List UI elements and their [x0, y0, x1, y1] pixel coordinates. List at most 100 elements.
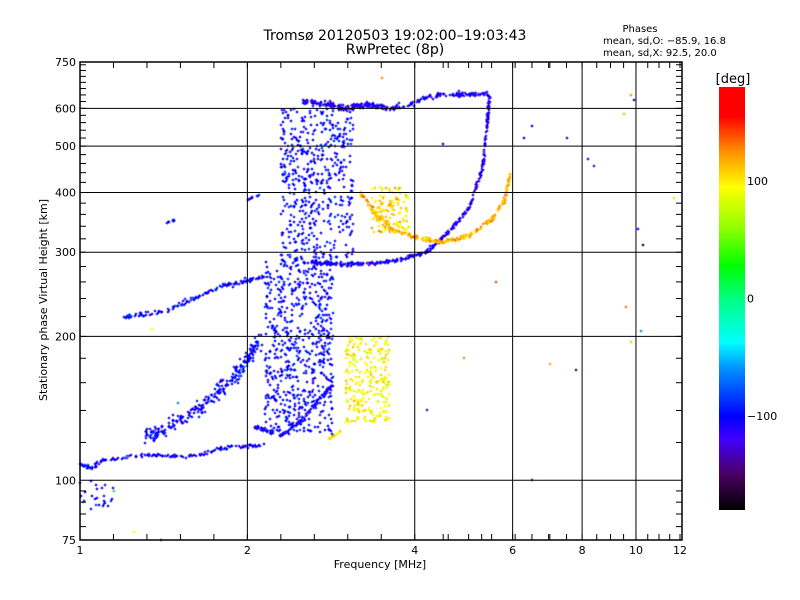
- data-point: [379, 103, 383, 107]
- data-point: [172, 453, 176, 457]
- data-point: [352, 352, 356, 356]
- data-point: [364, 419, 368, 423]
- data-point: [283, 262, 287, 266]
- data-point: [228, 445, 232, 449]
- data-point: [327, 395, 331, 399]
- data-point: [486, 121, 490, 125]
- data-point: [265, 294, 269, 298]
- data-point: [146, 433, 150, 437]
- data-point: [422, 238, 426, 242]
- data-point: [90, 466, 94, 470]
- data-point: [368, 206, 372, 210]
- data-point: [250, 277, 254, 281]
- data-point: [344, 120, 348, 124]
- data-point: [433, 240, 437, 244]
- data-point: [394, 228, 398, 232]
- data-point: [373, 215, 377, 219]
- data-point: [94, 503, 98, 507]
- data-point: [324, 375, 328, 379]
- data-point: [264, 420, 268, 424]
- data-point: [452, 222, 456, 226]
- data-point: [457, 89, 461, 93]
- data-point: [324, 104, 328, 108]
- data-point: [481, 91, 485, 95]
- data-point: [288, 272, 292, 276]
- data-point: [355, 336, 359, 340]
- data-point: [319, 360, 323, 364]
- data-point: [304, 371, 308, 375]
- data-point: [148, 435, 152, 439]
- data-point: [332, 243, 336, 247]
- data-point: [290, 287, 294, 291]
- y-tick-label: 600: [55, 102, 76, 115]
- data-point: [326, 342, 330, 346]
- data-point: [330, 275, 334, 279]
- data-point: [217, 447, 221, 451]
- data-point: [337, 171, 341, 175]
- data-point: [292, 192, 296, 196]
- data-point: [329, 327, 333, 331]
- data-point: [397, 225, 401, 229]
- data-point: [506, 183, 510, 187]
- data-point: [293, 229, 297, 233]
- data-point: [388, 199, 392, 203]
- data-point: [198, 294, 202, 298]
- data-point: [484, 130, 488, 134]
- data-point: [282, 132, 286, 136]
- data-point: [288, 373, 292, 377]
- data-point: [319, 110, 323, 114]
- data-point: [180, 303, 184, 307]
- data-point: [95, 496, 99, 500]
- data-point: [300, 307, 304, 311]
- data-point: [387, 404, 391, 408]
- data-point: [450, 238, 454, 242]
- data-point: [314, 252, 318, 256]
- data-point: [192, 411, 196, 415]
- data-point: [326, 260, 330, 264]
- data-point: [296, 165, 300, 169]
- data-point: [369, 370, 373, 374]
- data-point: [301, 358, 305, 362]
- data-point: [329, 137, 333, 141]
- data-point: [286, 367, 290, 371]
- data-point: [157, 427, 161, 431]
- data-point: [308, 390, 312, 394]
- data-point: [317, 212, 321, 216]
- data-point: [374, 369, 378, 373]
- data-point: [461, 91, 465, 95]
- data-point: [274, 422, 278, 426]
- plot-frame: [79, 61, 683, 541]
- data-point: [113, 458, 117, 462]
- data-point: [321, 252, 325, 256]
- data-point: [304, 364, 308, 368]
- data-point: [318, 282, 322, 286]
- data-point: [253, 336, 257, 340]
- data-point: [374, 199, 378, 203]
- data-point: [383, 418, 387, 422]
- data-point: [300, 232, 304, 236]
- data-point: [147, 454, 151, 458]
- data-point: [280, 285, 284, 289]
- data-point: [382, 208, 386, 212]
- data-point: [313, 272, 317, 276]
- data-point: [282, 280, 286, 284]
- data-point: [287, 283, 291, 287]
- data-point: [322, 288, 326, 292]
- data-point: [378, 411, 382, 415]
- data-point: [243, 444, 247, 448]
- data-point: [170, 425, 174, 429]
- data-point: [307, 233, 311, 237]
- data-point: [132, 530, 136, 534]
- data-point: [339, 219, 343, 223]
- data-point: [238, 357, 242, 361]
- data-point: [237, 282, 241, 286]
- data-point: [325, 388, 329, 392]
- data-point: [387, 373, 391, 377]
- data-point: [359, 390, 363, 394]
- data-point: [294, 177, 298, 181]
- data-point: [318, 363, 322, 367]
- data-point: [315, 398, 319, 402]
- data-point: [284, 151, 288, 155]
- data-point: [318, 307, 322, 311]
- data-point: [284, 353, 288, 357]
